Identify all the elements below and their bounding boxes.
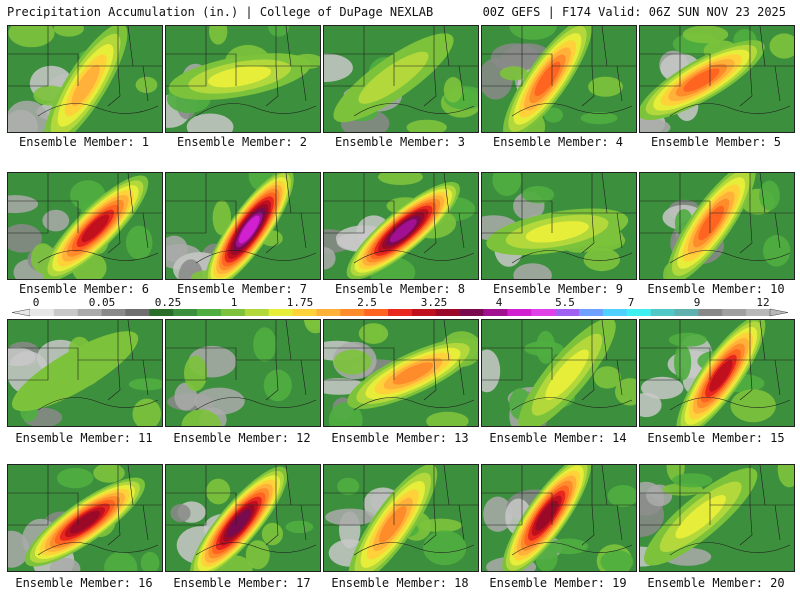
colorbar-swatch — [173, 309, 198, 316]
ensemble-member-label: Ensemble Member: 20 — [647, 576, 785, 590]
colorbar-left-arrow — [11, 308, 31, 317]
colorbar-swatch — [53, 309, 79, 316]
colorbar-tick-label: 3.25 — [421, 296, 448, 309]
colorbar-tick-label: 9 — [694, 296, 701, 309]
precipitation-colorbar: 0 0.05 0.25 1 1.75 2.5 3.25 4 5.5 7 9 12 — [11, 296, 789, 317]
colorbar-tick-label: 2.5 — [357, 296, 377, 309]
ensemble-member-map — [165, 464, 321, 572]
ensemble-member-map — [323, 464, 479, 572]
colorbar-swatch — [364, 309, 389, 316]
ensemble-member-map — [7, 319, 163, 427]
ensemble-member-label: Ensemble Member: 15 — [647, 431, 785, 445]
ensemble-member-label: Ensemble Member: 10 — [647, 282, 785, 296]
forecast-valid-time: 00Z GEFS | F174 Valid: 06Z SUN NOV 23 20… — [482, 5, 786, 19]
colorbar-swatch — [602, 309, 628, 316]
colorbar-tick-label: 1 — [231, 296, 238, 309]
ensemble-member-map — [7, 25, 163, 133]
ensemble-member-label: Ensemble Member: 7 — [176, 282, 308, 296]
colorbar-swatch — [507, 309, 532, 316]
ensemble-member-map — [323, 172, 479, 280]
colorbar-swatch — [197, 309, 222, 316]
colorbar-tick-label: 5.5 — [555, 296, 575, 309]
colorbar-tick-label: 12 — [756, 296, 769, 309]
ensemble-member-label: Ensemble Member: 8 — [334, 282, 466, 296]
ensemble-member-label: Ensemble Member: 1 — [18, 135, 150, 149]
colorbar-swatch — [722, 309, 747, 316]
ensemble-member-label: Ensemble Member: 11 — [15, 431, 153, 445]
colorbar-swatch — [316, 309, 341, 316]
colorbar-tick-label: 0.05 — [89, 296, 116, 309]
colorbar-swatch — [30, 309, 55, 316]
ensemble-member-map — [165, 319, 321, 427]
colorbar-right-arrow — [769, 308, 789, 317]
ensemble-member-map — [639, 25, 795, 133]
colorbar-tick-label: 7 — [628, 296, 635, 309]
colorbar-swatch — [435, 309, 460, 316]
ensemble-member-label: Ensemble Member: 16 — [15, 576, 153, 590]
ensemble-member-map — [481, 172, 637, 280]
ensemble-member-map — [481, 25, 637, 133]
colorbar-tick-label: 0 — [33, 296, 40, 309]
colorbar-swatch — [77, 309, 102, 316]
ensemble-member-label: Ensemble Member: 13 — [331, 431, 469, 445]
ensemble-member-label: Ensemble Member: 14 — [489, 431, 627, 445]
ensemble-member-label: Ensemble Member: 4 — [492, 135, 624, 149]
ensemble-member-label: Ensemble Member: 2 — [176, 135, 308, 149]
ensemble-member-label: Ensemble Member: 18 — [331, 576, 469, 590]
ensemble-member-label: Ensemble Member: 9 — [492, 282, 624, 296]
ensemble-member-label: Ensemble Member: 5 — [650, 135, 782, 149]
ensemble-member-map — [639, 172, 795, 280]
ensemble-member-map — [7, 464, 163, 572]
colorbar-swatch — [340, 309, 365, 316]
ensemble-member-label: Ensemble Member: 3 — [334, 135, 466, 149]
colorbar-swatch — [101, 309, 126, 316]
colorbar-swatch — [650, 309, 675, 316]
ensemble-member-label: Ensemble Member: 19 — [489, 576, 627, 590]
colorbar-swatch — [698, 309, 723, 316]
ensemble-member-map — [323, 25, 479, 133]
colorbar-swatch — [268, 309, 293, 316]
ensemble-member-map — [7, 172, 163, 280]
ensemble-member-label: Ensemble Member: 6 — [18, 282, 150, 296]
ensemble-member-label: Ensemble Member: 12 — [173, 431, 311, 445]
ensemble-member-map — [323, 319, 479, 427]
ensemble-member-map — [481, 319, 637, 427]
ensemble-member-map — [481, 464, 637, 572]
colorbar-swatch — [459, 309, 484, 316]
colorbar-swatch — [149, 309, 174, 316]
colorbar-swatch — [555, 309, 580, 316]
colorbar-swatch — [244, 309, 270, 316]
ensemble-member-map — [639, 319, 795, 427]
ensemble-member-label: Ensemble Member: 17 — [173, 576, 311, 590]
colorbar-swatch — [531, 309, 556, 316]
colorbar-swatch — [125, 309, 150, 316]
colorbar-swatch — [626, 309, 651, 316]
colorbar-tick-label: 1.75 — [287, 296, 314, 309]
colorbar-swatch — [674, 309, 699, 316]
colorbar-swatch — [579, 309, 604, 316]
ensemble-member-map — [165, 172, 321, 280]
colorbar-swatch — [388, 309, 413, 316]
colorbar-swatch — [746, 309, 771, 316]
ensemble-member-map — [639, 464, 795, 572]
map-title: Precipitation Accumulation (in.) | Colle… — [7, 5, 434, 19]
colorbar-swatch — [220, 309, 246, 316]
colorbar-swatch — [411, 309, 437, 316]
colorbar-tick-label: 4 — [496, 296, 503, 309]
ensemble-member-map — [165, 25, 321, 133]
colorbar-swatch — [292, 309, 317, 316]
colorbar-swatch — [483, 309, 508, 316]
colorbar-tick-label: 0.25 — [155, 296, 182, 309]
